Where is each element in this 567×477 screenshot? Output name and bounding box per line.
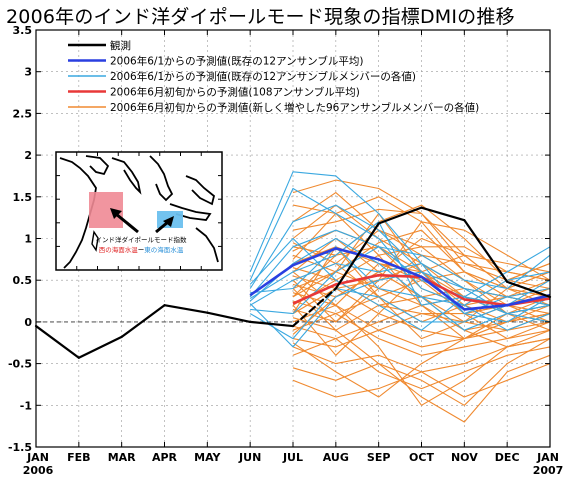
y-tick-label: 0: [24, 316, 32, 329]
member-96-line: [292, 354, 551, 423]
observed-segment: [334, 222, 380, 290]
member-12-line: [250, 246, 551, 315]
x-year-label: 2007: [533, 464, 564, 477]
x-tick-label: JUN: [238, 451, 261, 464]
madagascar-coast: [91, 230, 99, 252]
x-tick-label: MAY: [194, 451, 221, 464]
member-12-line: [249, 237, 551, 331]
dmi-formula: 西の海面水温ー東の海面水温: [99, 245, 184, 254]
legend: 観測 2006年6/1からの予測値(既存の12アンサンブル平均) 2006年6/1か…: [68, 39, 479, 114]
x-tick-label: JUL: [282, 451, 303, 464]
observed-segment: [377, 206, 423, 225]
member-96-line: [292, 338, 551, 390]
y-tick-label: 3: [24, 66, 32, 79]
australia-coast: [195, 227, 219, 263]
observed-segment: [463, 219, 509, 283]
x-year-label: 2006: [23, 464, 54, 477]
observed-segment: [291, 287, 337, 328]
y-tick-label: 1: [24, 233, 32, 246]
mean-12-series: [249, 247, 551, 311]
y-tick-label: 0.5: [13, 274, 33, 287]
observed-segment: [506, 280, 552, 298]
y-tick-label: 3.5: [13, 24, 33, 37]
y-tick-label: -1: [20, 399, 32, 412]
observed-segment: [120, 304, 166, 339]
x-tick-label: AUG: [323, 451, 349, 464]
page-title: 2006年のインド洋ダイポールモード現象の指標DMIの推移: [6, 6, 515, 28]
legend-label: 2006年6月初旬からの予測値(新しく増やした96アンサンブルメンバーの各値): [110, 101, 479, 114]
x-tick-label: DEC: [495, 451, 520, 464]
borneo-coast: [185, 175, 216, 206]
member-96-line: [292, 288, 551, 406]
x-tick-label: JAN: [26, 451, 49, 464]
x-tick-label: JAN: [536, 451, 559, 464]
y-tick-label: 2.5: [13, 107, 33, 120]
x-tick-label: FEB: [67, 451, 90, 464]
west-arrow-shaft: [115, 212, 139, 234]
member-12-line: [249, 221, 551, 306]
dmi-label: インド洋ダイポールモード指数: [96, 235, 188, 244]
west-arrow-head: [110, 208, 122, 219]
observed-segment: [34, 324, 80, 359]
member-12-line: [249, 237, 551, 331]
legend-label: 2006年6/1からの予測値(既存の12アンサンブル平均): [110, 55, 363, 68]
y-tick-label: -1.5: [8, 441, 32, 454]
y-tick-label: 2: [24, 149, 32, 162]
india-coast: [111, 157, 142, 195]
x-tick-label: NOV: [451, 451, 478, 464]
x-tick-label: APR: [152, 451, 178, 464]
x-tick-label: OCT: [409, 451, 434, 464]
legend-label: 観測: [110, 39, 131, 52]
observed-segment: [420, 206, 466, 222]
y-tick-label: 1.5: [13, 191, 33, 204]
axes: -1.5 -1 -0.5 0 0.5 1 1.5 2 2.5 3 3.5 JAN FEB MAR APR MA…: [8, 24, 563, 477]
legend-label: 2006年6/1からの予測値(既存の12アンサンブルメンバーの各値): [110, 70, 416, 83]
east-arrow-head: [163, 216, 174, 227]
east-arrow-shaft: [155, 220, 169, 234]
mean-12-line: [249, 247, 551, 311]
member-96-line: [292, 363, 551, 398]
observed-segment: [249, 320, 295, 328]
indonesia-coast: [169, 203, 212, 221]
member-12-line: [250, 246, 551, 331]
sea-coast: [149, 155, 174, 202]
member-96-line: [292, 271, 551, 406]
observed-segment: [206, 311, 252, 323]
x-tick-label: SEP: [367, 451, 391, 464]
observed-segment: [77, 335, 123, 359]
member-12-line: [249, 287, 551, 340]
y-tick-label: -0.5: [8, 358, 32, 371]
observed-segment: [163, 304, 209, 314]
legend-label: 2006年6月初旬からの予測値(108アンサンブル平均): [110, 86, 360, 99]
arabia-coast: [85, 155, 110, 176]
x-tick-label: MAR: [108, 451, 136, 464]
member-96-line: [292, 221, 551, 323]
observed-series: [34, 206, 552, 359]
member-12-line: [249, 171, 551, 306]
